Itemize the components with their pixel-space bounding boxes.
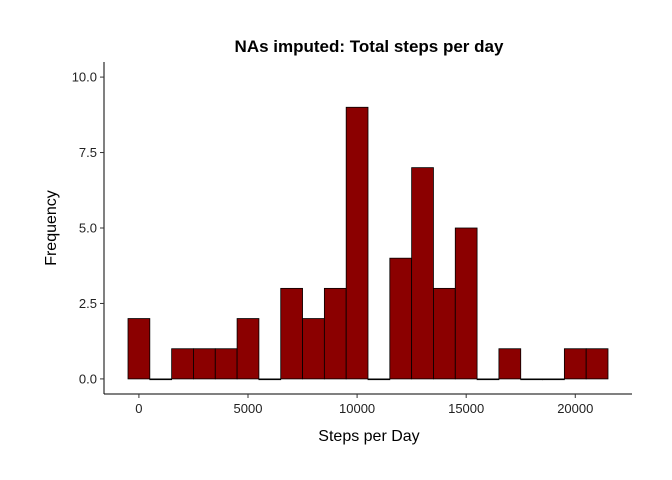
histogram-bar xyxy=(302,318,325,380)
y-axis-label: Frequency xyxy=(43,190,60,266)
histogram-bar xyxy=(520,378,543,381)
histogram-bar xyxy=(127,318,151,380)
y-tick-label: 10.0 xyxy=(72,70,97,85)
histogram-bar xyxy=(542,378,565,381)
histogram-bar xyxy=(454,227,478,380)
histogram-bar xyxy=(214,348,238,380)
x-tick-label: 20000 xyxy=(557,401,593,416)
histogram-bar xyxy=(433,287,456,380)
x-tick-label: 5000 xyxy=(234,401,263,416)
x-ticks-group: 0 5000 10000 15000 20000 xyxy=(135,394,593,416)
x-axis-label: Steps per Day xyxy=(318,428,419,445)
bars-group xyxy=(127,106,609,381)
y-tick-label: 7.5 xyxy=(79,145,97,160)
histogram-bar xyxy=(236,318,260,380)
y-ticks-group: 0.0 2.5 5.0 7.5 10.0 xyxy=(72,70,104,386)
histogram-bar xyxy=(323,287,347,380)
histogram-bar xyxy=(498,348,522,380)
y-tick-label: 5.0 xyxy=(79,221,97,236)
histogram-bar xyxy=(149,378,173,381)
histogram-bar xyxy=(345,106,369,380)
histogram-bar xyxy=(411,167,434,380)
histogram-bar xyxy=(563,348,587,380)
y-tick-label: 2.5 xyxy=(79,296,97,311)
chart-title: NAs imputed: Total steps per day xyxy=(235,37,504,56)
histogram-bar xyxy=(193,348,216,380)
x-tick-label: 10000 xyxy=(339,401,375,416)
x-tick-label: 0 xyxy=(135,401,142,416)
histogram-bar xyxy=(171,348,194,380)
histogram-bar xyxy=(280,287,303,380)
histogram-bar xyxy=(258,378,282,381)
histogram-bar xyxy=(367,378,391,381)
histogram-bar xyxy=(585,348,609,380)
histogram-bar xyxy=(389,257,413,380)
histogram-bar xyxy=(476,378,500,381)
x-tick-label: 15000 xyxy=(448,401,484,416)
y-tick-label: 0.0 xyxy=(79,371,97,386)
